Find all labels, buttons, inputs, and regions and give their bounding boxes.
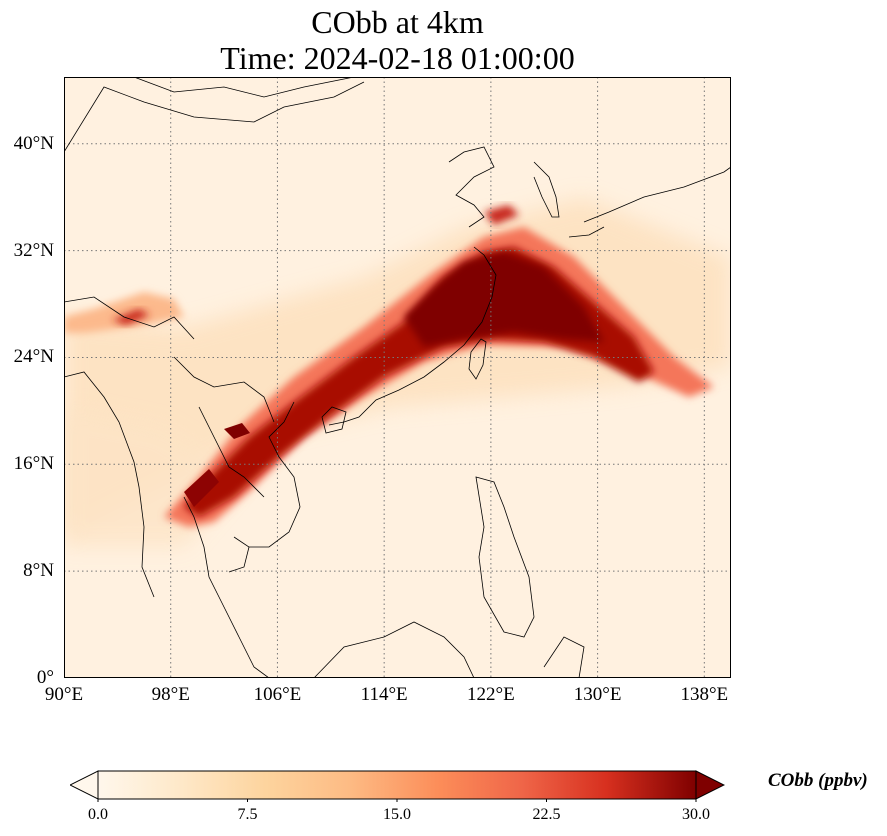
plume-peak <box>404 252 604 347</box>
plume-peak <box>184 469 219 507</box>
co-field-layer <box>64 197 731 547</box>
border-indochina <box>173 356 275 423</box>
lat-tick-label: 0° <box>36 667 54 688</box>
coastline-korea <box>533 161 560 218</box>
colorbar-tick-label: 7.5 <box>237 806 258 823</box>
coastline-layer <box>64 77 731 678</box>
colorbar-label: CObb (ppbv) <box>768 770 868 791</box>
plume-west <box>64 292 184 333</box>
coastline-hainan <box>321 406 347 434</box>
lat-tick-label: 16°N <box>13 453 54 475</box>
colorbar-tick-label: 15.0 <box>383 806 411 823</box>
lon-tick-label: 122°E <box>467 684 515 705</box>
border-china-north <box>64 81 365 153</box>
coastline-china <box>328 246 497 426</box>
lat-tick-label: 32°N <box>13 239 54 261</box>
plume-north-blob <box>484 205 519 225</box>
coastline-japan-south <box>568 226 605 238</box>
lat-tick-label: 8°N <box>23 560 54 582</box>
coastline-japan <box>583 166 731 223</box>
colorbar-tick-label: 0.0 <box>88 806 108 823</box>
border-mongolia <box>133 77 355 98</box>
lon-tick-label: 106°E <box>253 684 302 705</box>
lon-tick-label: 98°E <box>151 684 190 705</box>
coastline-myanmar <box>64 371 155 598</box>
map-time-subtitle: Time: 2024-02-18 01:00:00 <box>220 40 575 76</box>
map-title: CObb at 4km <box>311 4 484 40</box>
plume-west-core <box>112 309 150 325</box>
coastline-taiwan <box>468 338 487 380</box>
lon-tick-label: 130°E <box>573 684 622 705</box>
graticule <box>64 77 731 678</box>
coastline-thailand <box>183 496 270 678</box>
lon-tick-label: 114°E <box>360 684 408 705</box>
colorbar-extend-high <box>695 770 725 800</box>
colorbar-tick-label: 22.5 <box>532 806 561 823</box>
lat-tick-label: 24°N <box>13 346 54 368</box>
lat-tick-label: 40°N <box>13 132 54 154</box>
coastline-borneo <box>313 621 475 678</box>
lon-tick-label: 90°E <box>44 684 84 705</box>
coastline-philippines <box>475 476 535 638</box>
colorbar-gradient <box>97 770 697 800</box>
coastline-gulf-thailand <box>228 536 250 573</box>
colorbar <box>70 770 725 802</box>
coastline-sulawesi <box>543 636 585 678</box>
plume-peak <box>224 423 250 439</box>
map-plot-area <box>64 77 731 678</box>
lon-tick-label: 138°E <box>680 684 729 705</box>
colorbar-extend-low <box>70 770 99 800</box>
border-laos <box>198 406 265 498</box>
coastline-vietnam <box>249 401 301 548</box>
coastline-bohai <box>448 146 495 228</box>
border-india <box>64 296 195 340</box>
map-border <box>64 77 731 678</box>
colorbar-tick-label: 30.0 <box>682 806 710 823</box>
